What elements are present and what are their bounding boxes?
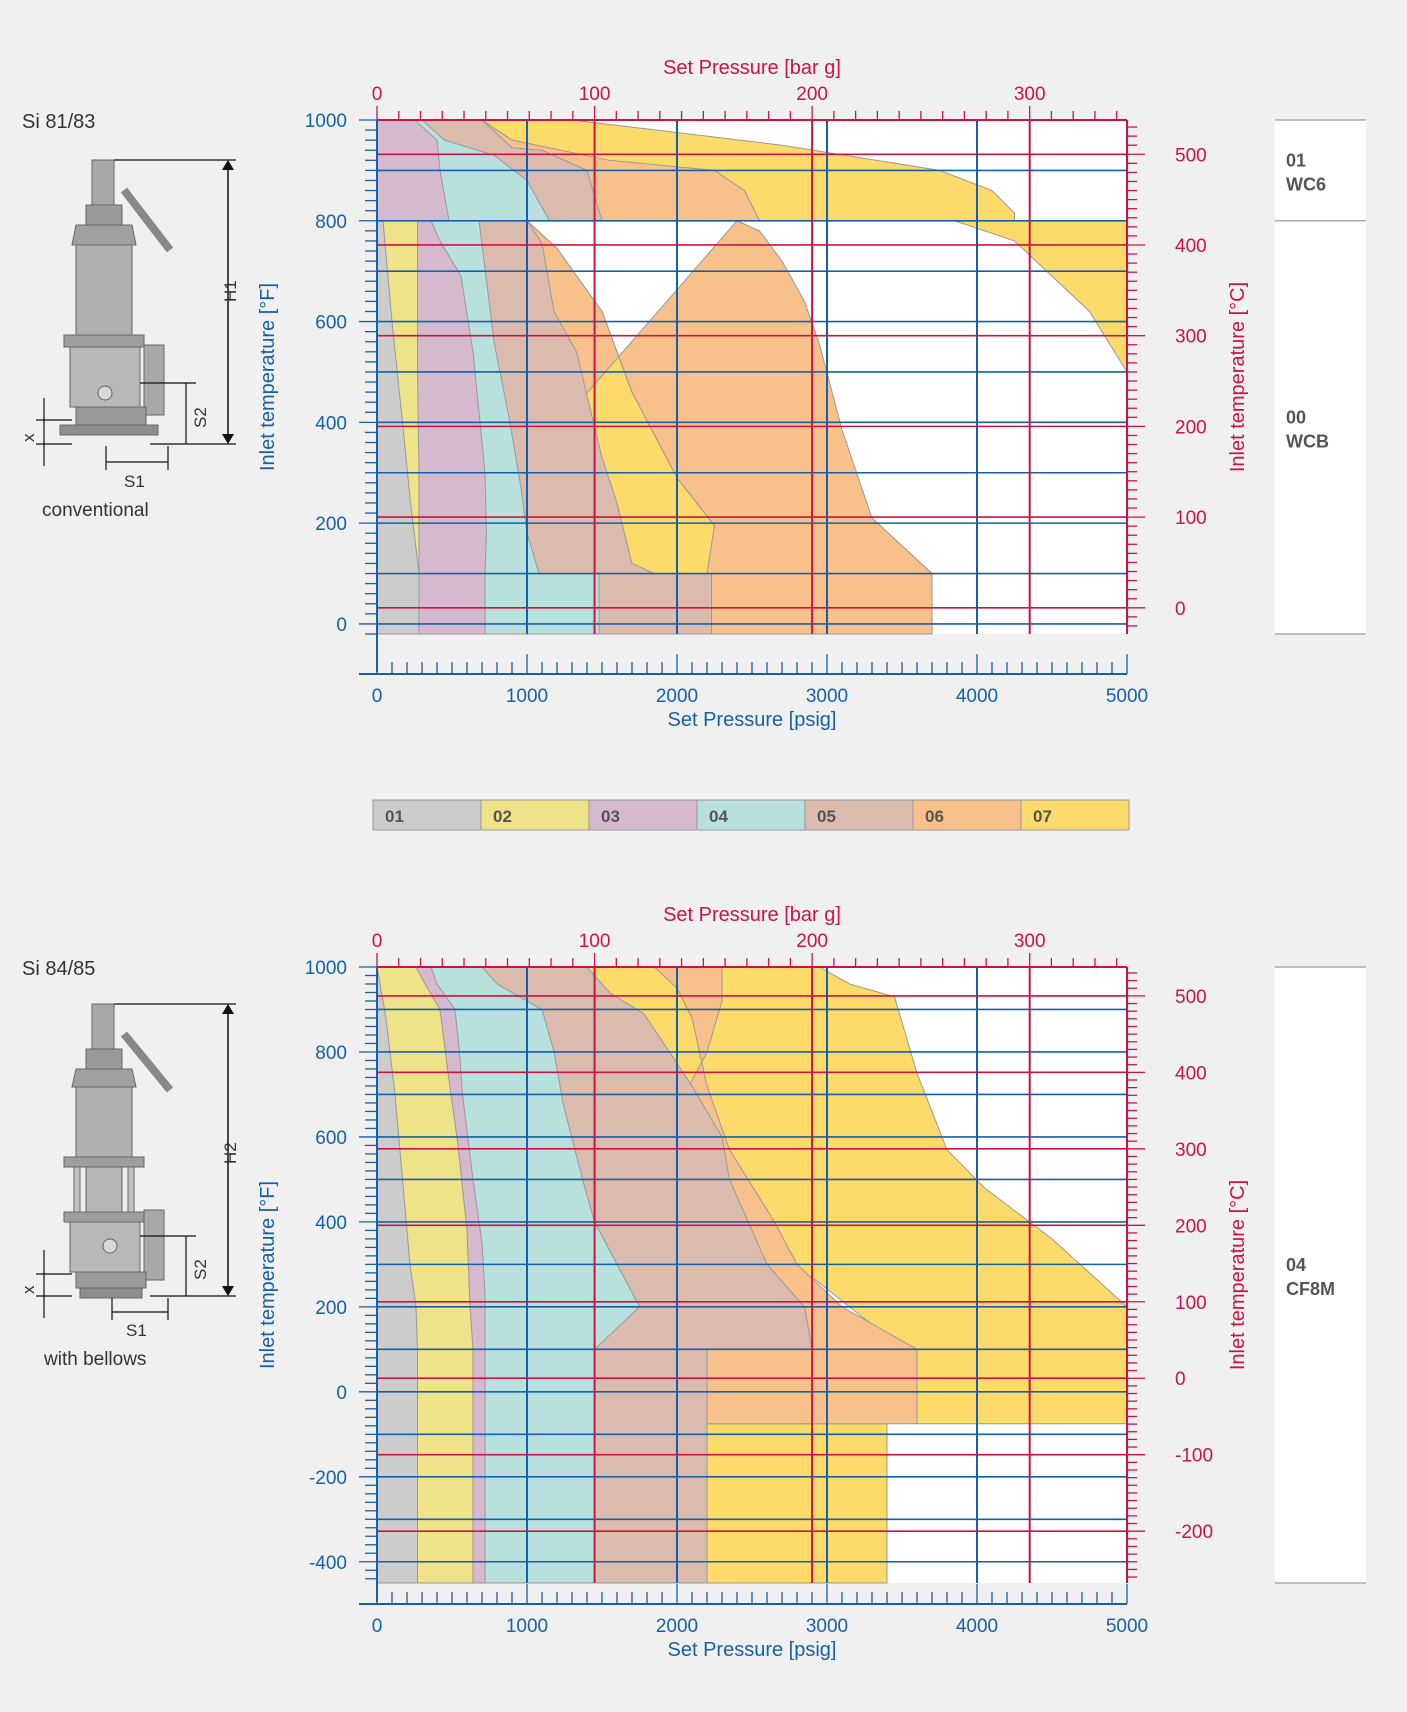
y-right-tick-label: -100 [1175,1446,1213,1467]
dim-label-h2: H2 [221,1142,240,1164]
dim-label-x-bottom: x [19,1285,38,1294]
y-right-tick-label: 400 [1175,1063,1207,1084]
x-tick-label: 1000 [506,686,548,707]
legend-label-02: 02 [493,807,512,826]
zone-07 [706,1423,888,1584]
legend-label-05: 05 [817,807,836,826]
y-right-tick-label: 300 [1175,327,1207,348]
x-top-tick-label: 100 [579,84,611,105]
x-tick-label: 3000 [806,1616,848,1637]
y-right-tick-label: 0 [1175,1369,1186,1390]
x-tick-label: 5000 [1106,1616,1148,1637]
x-axis-title: Set Pressure [psig] [668,1639,837,1661]
y-tick-label: 600 [315,1128,347,1149]
x-top-tick-label: 200 [796,931,828,952]
y-right-axis-title: Inlet temperature [°C] [1227,1180,1249,1370]
x-tick-label: 5000 [1106,686,1148,707]
legend-swatch-04 [696,799,806,831]
y-right-tick-label: 500 [1175,145,1207,166]
x-tick-label: 3000 [806,686,848,707]
y-tick-label: 1000 [305,958,347,979]
y-right-tick-label: 400 [1175,236,1207,257]
x-top-tick-label: 0 [372,931,383,952]
y-right-tick-label: 200 [1175,1216,1207,1237]
valve-caption-top: conventional [42,500,149,521]
y-axis-title: Inlet temperature [°F] [257,283,279,471]
x-tick-label: 4000 [956,686,998,707]
y-tick-label: 200 [315,1298,347,1319]
y-tick-label: 400 [315,413,347,434]
material-band [1275,967,1366,1583]
y-tick-label: -200 [309,1468,347,1489]
legend-swatch-03 [588,799,698,831]
material-name: WCB [1286,431,1329,451]
y-tick-label: 0 [336,615,347,636]
legend-swatch-06 [912,799,1022,831]
dim-label-s2-bottom: S2 [191,1259,210,1280]
dim-label-x: x [19,433,38,442]
legend-swatch-01 [372,799,482,831]
y-right-tick-label: 300 [1175,1140,1207,1161]
chart-bottom: 0 1000 2000 3000 4000 5000-400-20002004006008… [257,904,1366,1661]
y-right-tick-label: -200 [1175,1522,1213,1543]
legend-label-07: 07 [1033,807,1052,826]
x-top-axis-title: Set Pressure [bar g] [663,904,841,926]
legend-swatch-02 [480,799,590,831]
x-tick-label: 0 [372,686,383,707]
dim-label-h1: H1 [221,280,240,302]
x-top-tick-label: 0 [372,84,383,105]
legend-label-03: 03 [601,807,620,826]
y-tick-label: 800 [315,212,347,233]
y-tick-label: -400 [309,1553,347,1574]
x-axis-title: Set Pressure [psig] [668,709,837,731]
dim-label-s1: S1 [124,472,145,491]
x-tick-label: 1000 [506,1616,548,1637]
valve-caption-bottom: with bellows [43,1349,146,1370]
legend: 01 02 03 04 05 06 07 [372,799,1130,831]
y-right-tick-label: 200 [1175,417,1207,438]
material-code: 00 [1286,407,1306,427]
material-band [1275,120,1366,221]
legend-swatch-07 [1020,799,1130,831]
x-tick-label: 0 [372,1616,383,1637]
x-top-tick-label: 100 [579,931,611,952]
material-code: 01 [1286,150,1306,170]
y-right-tick-label: 0 [1175,599,1186,620]
y-axis-title: Inlet temperature [°F] [257,1181,279,1369]
y-right-tick-label: 100 [1175,508,1207,529]
y-right-tick-label: 500 [1175,987,1207,1008]
y-tick-label: 400 [315,1213,347,1234]
valve-drawing-bottom: Si 84/85 H2 S2 [19,958,240,1370]
material-band [1275,220,1366,635]
x-top-tick-label: 300 [1014,84,1046,105]
x-top-tick-label: 300 [1014,931,1046,952]
legend-label-06: 06 [925,807,944,826]
y-tick-label: 600 [315,313,347,334]
y-tick-label: 0 [336,1383,347,1404]
dim-label-s2: S2 [191,407,210,428]
y-tick-label: 200 [315,514,347,535]
valve-drawing-top: Si 81/83 H1 S2 S1 [19,111,240,521]
x-top-tick-label: 200 [796,84,828,105]
valve-label-bottom: Si 84/85 [22,958,95,980]
material-name: WC6 [1286,174,1326,194]
dim-label-s1-bottom: S1 [126,1321,147,1340]
material-name: CF8M [1286,1279,1335,1299]
legend-label-01: 01 [385,807,404,826]
x-tick-label: 4000 [956,1616,998,1637]
y-tick-label: 800 [315,1043,347,1064]
material-code: 04 [1286,1255,1306,1275]
x-tick-label: 2000 [656,1616,698,1637]
legend-label-04: 04 [709,807,728,826]
y-right-tick-label: 100 [1175,1293,1207,1314]
y-right-axis-title: Inlet temperature [°C] [1227,282,1249,472]
x-top-axis-title: Set Pressure [bar g] [663,57,841,79]
x-tick-label: 2000 [656,686,698,707]
y-tick-label: 1000 [305,111,347,132]
valve-label-top: Si 81/83 [22,111,95,133]
